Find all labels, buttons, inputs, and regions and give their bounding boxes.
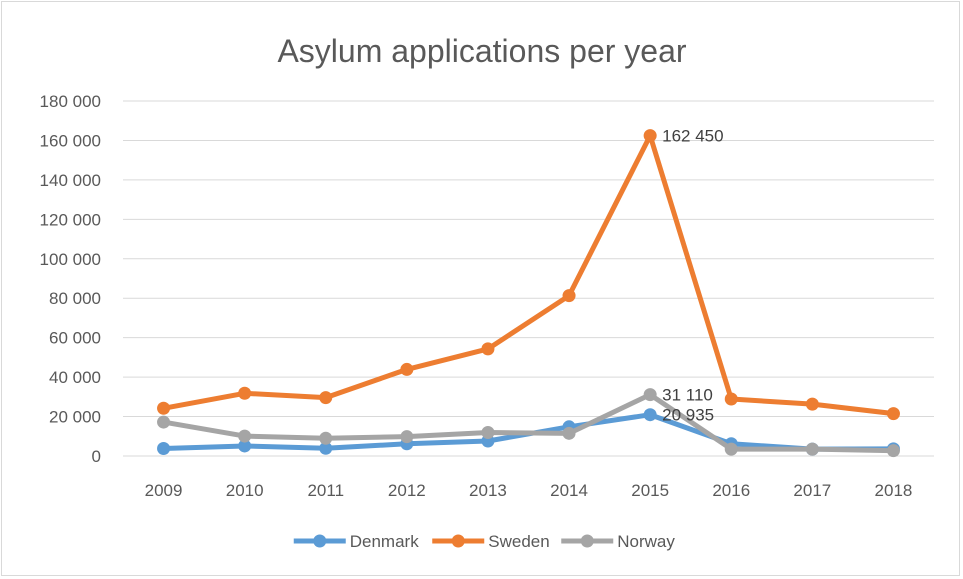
data-point [805, 397, 819, 411]
x-tick-label: 2009 [145, 481, 183, 500]
series-line [161, 133, 896, 417]
x-tick-label: 2014 [550, 481, 588, 500]
y-tick-label: 20 000 [49, 408, 101, 427]
legend-item-sweden: Sweden [432, 532, 550, 551]
data-label: 20 935 [662, 406, 714, 425]
x-tick-label: 2017 [793, 481, 831, 500]
data-point [319, 441, 333, 455]
data-point [157, 401, 171, 415]
data-point [643, 129, 657, 143]
data-point [805, 442, 819, 456]
y-tick-label: 160 000 [40, 131, 101, 150]
x-axis-tick-labels: 2009 2010 2011 2012 2013 2014 2015 2016 2017 2018 [145, 481, 913, 500]
data-point [643, 408, 657, 422]
legend-label: Denmark [350, 532, 419, 551]
data-point [400, 362, 414, 376]
legend-item-denmark: Denmark [293, 532, 419, 551]
x-tick-label: 2018 [875, 481, 913, 500]
data-point [238, 386, 252, 400]
data-point [400, 430, 414, 444]
data-point [643, 388, 657, 402]
legend-swatch-marker [451, 534, 465, 548]
data-point [724, 442, 738, 456]
x-tick-label: 2015 [631, 481, 669, 500]
data-point [481, 426, 495, 440]
y-axis-tick-labels: 0 20 000 40 000 60 000 80 000 100 000 120 000 1… [40, 92, 101, 466]
x-tick-label: 2010 [226, 481, 264, 500]
data-point [562, 289, 576, 303]
data-point [238, 439, 252, 453]
x-tick-label: 2016 [712, 481, 750, 500]
x-tick-label: 2013 [469, 481, 507, 500]
legend-swatch-marker [313, 534, 327, 548]
legend-label: Sweden [488, 532, 549, 551]
data-point [157, 415, 171, 429]
legend-swatch-marker [580, 534, 594, 548]
data-label: 31 110 [662, 386, 713, 405]
y-tick-label: 60 000 [49, 329, 101, 348]
data-point [238, 429, 252, 443]
chart-title: Asylum applications per year [277, 33, 686, 69]
series-lines [157, 129, 900, 458]
y-tick-label: 120 000 [40, 210, 101, 229]
data-label: 162 450 [662, 127, 723, 146]
y-tick-label: 0 [92, 447, 101, 466]
legend-item-norway: Norway [561, 532, 675, 551]
data-point [319, 431, 333, 445]
x-tick-label: 2011 [307, 481, 344, 500]
legend: Denmark Sweden Norway [293, 532, 675, 551]
data-point [157, 442, 171, 456]
data-point [481, 342, 495, 356]
series-line [161, 392, 896, 454]
legend-label: Norway [617, 532, 675, 551]
data-point [562, 426, 576, 440]
y-tick-label: 80 000 [49, 289, 101, 308]
y-tick-label: 100 000 [40, 250, 101, 269]
data-point [886, 444, 900, 458]
data-point [724, 392, 738, 406]
x-tick-label: 2012 [388, 481, 426, 500]
grid-lines [123, 100, 934, 457]
data-point [319, 391, 333, 405]
y-tick-label: 140 000 [40, 171, 101, 190]
y-tick-label: 40 000 [49, 368, 101, 387]
data-point [886, 407, 900, 421]
series-sweden [157, 129, 900, 421]
y-tick-label: 180 000 [40, 92, 101, 111]
series-norway [157, 388, 900, 458]
